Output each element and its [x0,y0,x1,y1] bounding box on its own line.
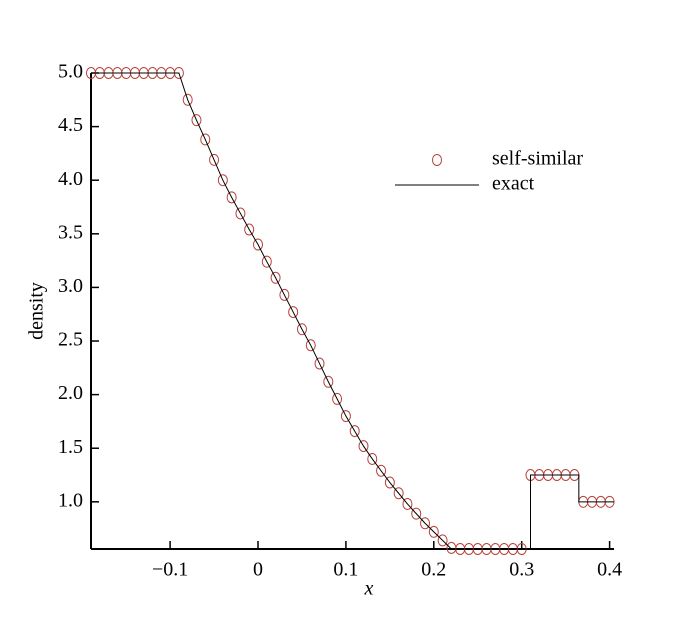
y-tick-label: 3.5 [58,221,83,243]
y-tick-label: 2.5 [58,329,83,351]
x-tick-label: 0.3 [509,559,534,581]
data-point [200,133,211,146]
data-point [191,114,202,127]
y-tick-label: 4.5 [58,114,83,136]
data-point [340,410,351,423]
data-point [270,271,281,284]
data-point [235,207,246,220]
y-tick-label: 3.0 [58,275,83,297]
x-tick-label: 0 [253,559,263,581]
data-point [261,255,272,268]
data-point [420,517,431,530]
data-point [288,306,299,319]
data-point [437,534,448,547]
data-point [349,425,360,438]
data-point [279,288,290,301]
data-point [411,507,422,520]
data-point [226,191,237,204]
data-line [91,72,614,550]
y-tick-label: 1.0 [58,489,83,511]
data-point [253,238,264,251]
legend-label: self-similar [492,148,583,170]
y-tick-label: 5.0 [58,61,83,83]
data-point [244,223,255,236]
data-point [296,323,307,336]
data-point [376,464,387,477]
legend-marker [432,154,442,166]
data-point [314,357,325,370]
x-tick-label: 0.4 [597,559,622,581]
x-tick-label: 0.2 [421,559,446,581]
y-tick-label: 2.0 [58,382,83,404]
data-point [384,476,395,489]
data-point [332,392,343,405]
x-tick-label: −0.1 [152,559,188,581]
data-point [402,497,413,510]
legend-label: exact [492,173,535,195]
x-axis-label: x [364,578,374,600]
y-axis-label: density [26,282,48,340]
data-point [323,375,334,388]
y-tick-label: 4.0 [58,168,83,190]
data-point [393,487,404,500]
data-point [367,452,378,465]
data-point [305,339,316,352]
data-point [182,93,193,106]
data-point [446,541,457,554]
x-tick-label: 0.1 [333,559,358,581]
data-point [217,174,228,187]
data-point [428,525,439,538]
y-tick-label: 1.5 [58,436,83,458]
data-point [209,153,220,166]
data-point [358,440,369,453]
